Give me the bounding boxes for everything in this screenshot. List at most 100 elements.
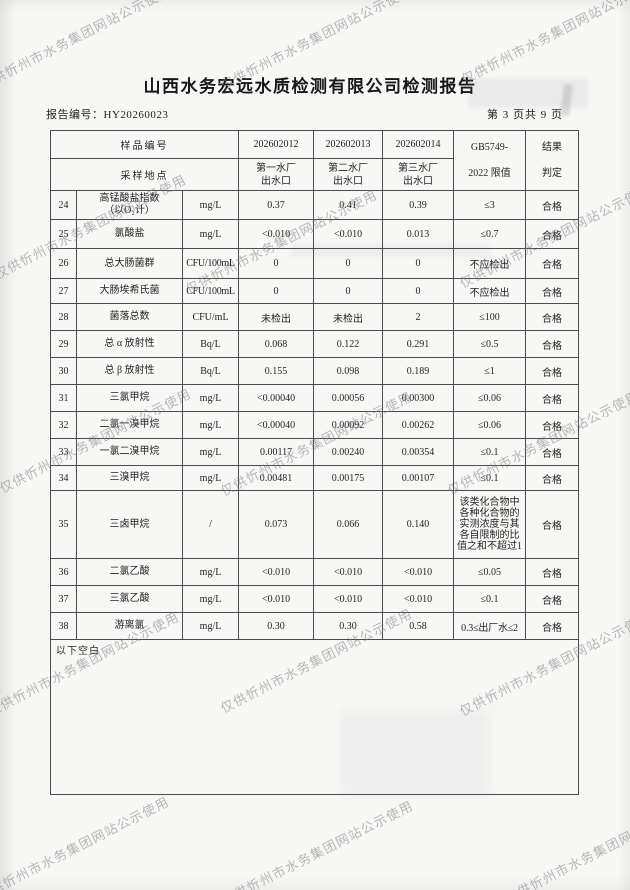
blank-area: 以下空白 xyxy=(49,639,580,795)
watermark-text: 仅供忻州市水务集团网站公示使用 xyxy=(0,793,172,890)
result-value: 合格 xyxy=(525,585,580,613)
result-value: 合格 xyxy=(525,465,580,491)
location-3: 第三水厂 出水口 xyxy=(382,158,455,191)
sample2-value: <0.010 xyxy=(313,219,384,249)
result-value: 合格 xyxy=(525,384,580,412)
result-value: 合格 xyxy=(525,303,580,331)
limit-column-header: GB5749- 2022 限值 xyxy=(453,130,527,191)
parameter-name: 一氯二溴甲烷 xyxy=(76,438,183,466)
sample2-value: 0.30 xyxy=(313,612,384,640)
limit-value: 该类化合物中 各种化合物的 实测浓度与其 各自限制的比 值之和不超过1 xyxy=(453,490,527,559)
row-number: 26 xyxy=(50,248,77,279)
parameter-name: 三卤甲烷 xyxy=(76,490,183,559)
parameter-name: 三溴甲烷 xyxy=(76,465,183,491)
watermark-text: 仅供忻州市水务集团网站公示使用 xyxy=(219,797,416,890)
limit-value: ≤0.1 xyxy=(453,438,527,466)
sample1-value: <0.010 xyxy=(238,558,315,586)
unit: CFU/100mL xyxy=(181,278,240,304)
sample3-value: 0.00107 xyxy=(382,465,455,491)
parameter-name: 大肠埃希氏菌 xyxy=(76,278,183,304)
unit: mg/L xyxy=(181,190,240,220)
limit-value: ≤1 xyxy=(453,357,527,385)
page-number: 第 3 页共 9 页 xyxy=(487,109,563,121)
result-value: 合格 xyxy=(525,248,580,279)
table-row: 36 二氯乙酸 mg/L <0.010 <0.010 <0.010 ≤0.05 合格 xyxy=(50,558,580,586)
sample3-value: 0.00300 xyxy=(382,384,455,412)
result-value: 合格 xyxy=(525,558,580,586)
row-number: 29 xyxy=(50,330,77,358)
sample1-value: 0.073 xyxy=(238,490,315,559)
sample3-value: <0.010 xyxy=(382,585,455,613)
unit: mg/L xyxy=(181,585,240,613)
table-row: 27 大肠埃希氏菌 CFU/100mL 0 0 0 不应检出 合格 xyxy=(50,278,580,304)
sample3-value: 0.291 xyxy=(382,330,455,358)
sample1-value: <0.010 xyxy=(238,585,315,613)
limit-value: ≤3 xyxy=(453,190,527,220)
sample1-value: 0.00481 xyxy=(238,465,315,491)
watermark-text: 仅供忻州市水务集团网站公示使用 xyxy=(502,795,630,890)
table-row: 32 二氯一溴甲烷 mg/L <0.00040 0.00092 0.00262 ≤0.06 合… xyxy=(50,411,580,439)
blank-area-row: 以下空白 xyxy=(49,639,580,795)
sample2-value: <0.010 xyxy=(313,558,384,586)
unit: mg/L xyxy=(181,558,240,586)
parameter-name: 三氯乙酸 xyxy=(76,585,183,613)
header-row-locations: 采样地点 第一水厂 出水口 第二水厂 出水口 第三水厂 出水口 xyxy=(49,158,579,191)
parameter-name: 总大肠菌群 xyxy=(76,248,183,279)
sample3-value: 0.189 xyxy=(382,357,455,385)
unit: mg/L xyxy=(181,219,240,249)
parameter-name: 总 α 放射性 xyxy=(76,330,183,358)
parameter-name: 游离氯 xyxy=(76,612,183,640)
location-1: 第一水厂 出水口 xyxy=(238,158,315,191)
limit-value: ≤0.06 xyxy=(453,384,527,412)
sample1-value: 0.00117 xyxy=(238,438,315,466)
result-value: 合格 xyxy=(525,612,580,640)
parameter-name: 总 β 放射性 xyxy=(76,357,183,385)
table-row: 38 游离氯 mg/L 0.30 0.30 0.58 0.3≤出厂水≤2 合格 xyxy=(50,612,580,640)
blank-below-note: 以下空白 xyxy=(56,646,100,657)
table-row: 34 三溴甲烷 mg/L 0.00481 0.00175 0.00107 ≤0.1 合格 xyxy=(50,465,580,491)
limit-value: ≤0.1 xyxy=(453,585,527,613)
parameter-name: 二氯一溴甲烷 xyxy=(76,411,183,439)
result-value: 合格 xyxy=(525,330,580,358)
sample1-value: 0.30 xyxy=(238,612,315,640)
unit: mg/L xyxy=(181,465,240,491)
sample1-value: 0 xyxy=(238,278,315,304)
row-number: 28 xyxy=(50,303,77,331)
report-number-value: HY20260023 xyxy=(103,109,169,121)
unit: CFU/mL xyxy=(181,303,240,331)
table-row: 24 高锰酸盐指数 （以O₂计） mg/L 0.37 0.41 0.39 ≤3 合格 xyxy=(50,190,580,220)
sample3-value: 0.00262 xyxy=(382,411,455,439)
limit-value: ≤0.1 xyxy=(453,465,527,491)
sample2-value: 0.41 xyxy=(313,190,384,220)
limit-value: 0.3≤出厂水≤2 xyxy=(453,612,527,640)
sample2-value: 0.00175 xyxy=(313,465,384,491)
row-number: 24 xyxy=(50,190,77,220)
report-meta: 报告编号：HY20260023 第 3 页共 9 页 xyxy=(0,106,630,124)
unit: mg/L xyxy=(181,438,240,466)
unit: CFU/100mL xyxy=(181,248,240,279)
sample3-value: <0.010 xyxy=(382,558,455,586)
sample2-value: 0.00240 xyxy=(313,438,384,466)
row-number: 37 xyxy=(50,585,77,613)
result-column-header: 结果 判定 xyxy=(525,130,580,191)
row-number: 31 xyxy=(50,384,77,412)
parameter-name: 氯酸盐 xyxy=(76,219,183,249)
limit-value: 不应检出 xyxy=(453,248,527,279)
row-number: 27 xyxy=(50,278,77,304)
sample3-value: 0.00354 xyxy=(382,438,455,466)
row-number: 32 xyxy=(50,411,77,439)
table-row: 29 总 α 放射性 Bq/L 0.068 0.122 0.291 ≤0.5 合格 xyxy=(50,330,580,358)
table-row: 30 总 β 放射性 Bq/L 0.155 0.098 0.189 ≤1 合格 xyxy=(50,357,580,385)
location-2: 第二水厂 出水口 xyxy=(313,158,384,191)
sample1-value: 未检出 xyxy=(238,303,315,331)
table-row: 37 三氯乙酸 mg/L <0.010 <0.010 <0.010 ≤0.1 合格 xyxy=(50,585,580,613)
sample2-value: 0.00056 xyxy=(313,384,384,412)
sample2-value: 0.122 xyxy=(313,330,384,358)
parameter-name: 菌落总数 xyxy=(76,303,183,331)
table-row: 31 三氯甲烷 mg/L <0.00040 0.00056 0.00300 ≤0.06 合格 xyxy=(50,384,580,412)
limit-value: ≤0.06 xyxy=(453,411,527,439)
row-number: 33 xyxy=(50,438,77,466)
sample3-value: 0.39 xyxy=(382,190,455,220)
result-value: 合格 xyxy=(525,278,580,304)
